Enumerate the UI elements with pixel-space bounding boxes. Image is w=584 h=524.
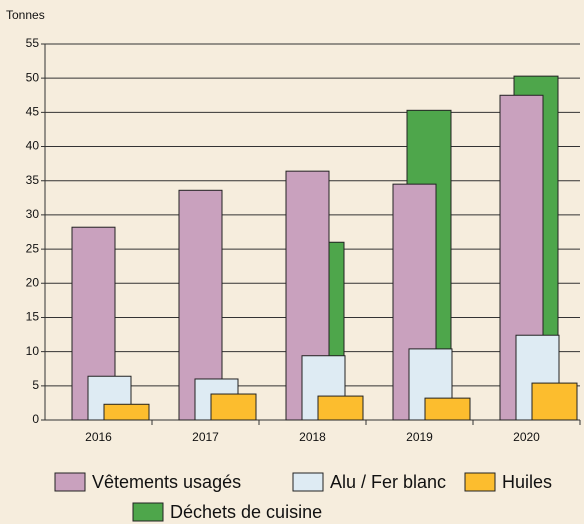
y-tick-label: 5 — [32, 378, 39, 392]
legend-label: Déchets de cuisine — [170, 502, 322, 522]
y-axis-label: Tonnes — [6, 8, 45, 22]
legend-swatch — [292, 472, 324, 492]
y-tick-label: 10 — [26, 344, 40, 358]
y-tick-label: 55 — [26, 36, 40, 50]
legend-label: Alu / Fer blanc — [330, 472, 446, 492]
legend-swatch — [132, 502, 164, 522]
legend-swatch — [54, 472, 86, 492]
legend-swatch — [464, 472, 496, 492]
legend-label: Huiles — [502, 472, 552, 492]
bar — [210, 393, 257, 421]
x-tick-label: 2017 — [192, 430, 219, 444]
y-tick-label: 50 — [26, 70, 40, 84]
x-tick-label: 2018 — [299, 430, 326, 444]
y-tick-label: 45 — [26, 105, 40, 119]
y-tick-label: 35 — [26, 173, 40, 187]
x-tick-label: 2020 — [513, 430, 540, 444]
bar — [531, 382, 578, 421]
y-tick-label: 0 — [32, 412, 39, 426]
y-tick-label: 25 — [26, 241, 40, 255]
bar — [424, 397, 471, 421]
x-tick-label: 2016 — [85, 430, 112, 444]
y-tick-label: 40 — [26, 139, 40, 153]
y-tick-label: 15 — [26, 310, 40, 324]
bar — [317, 395, 364, 421]
bar — [103, 403, 150, 421]
y-tick-label: 30 — [26, 207, 40, 221]
x-tick-label: 2019 — [406, 430, 433, 444]
y-tick-label: 20 — [26, 275, 40, 289]
legend-label: Vêtements usagés — [92, 472, 241, 492]
